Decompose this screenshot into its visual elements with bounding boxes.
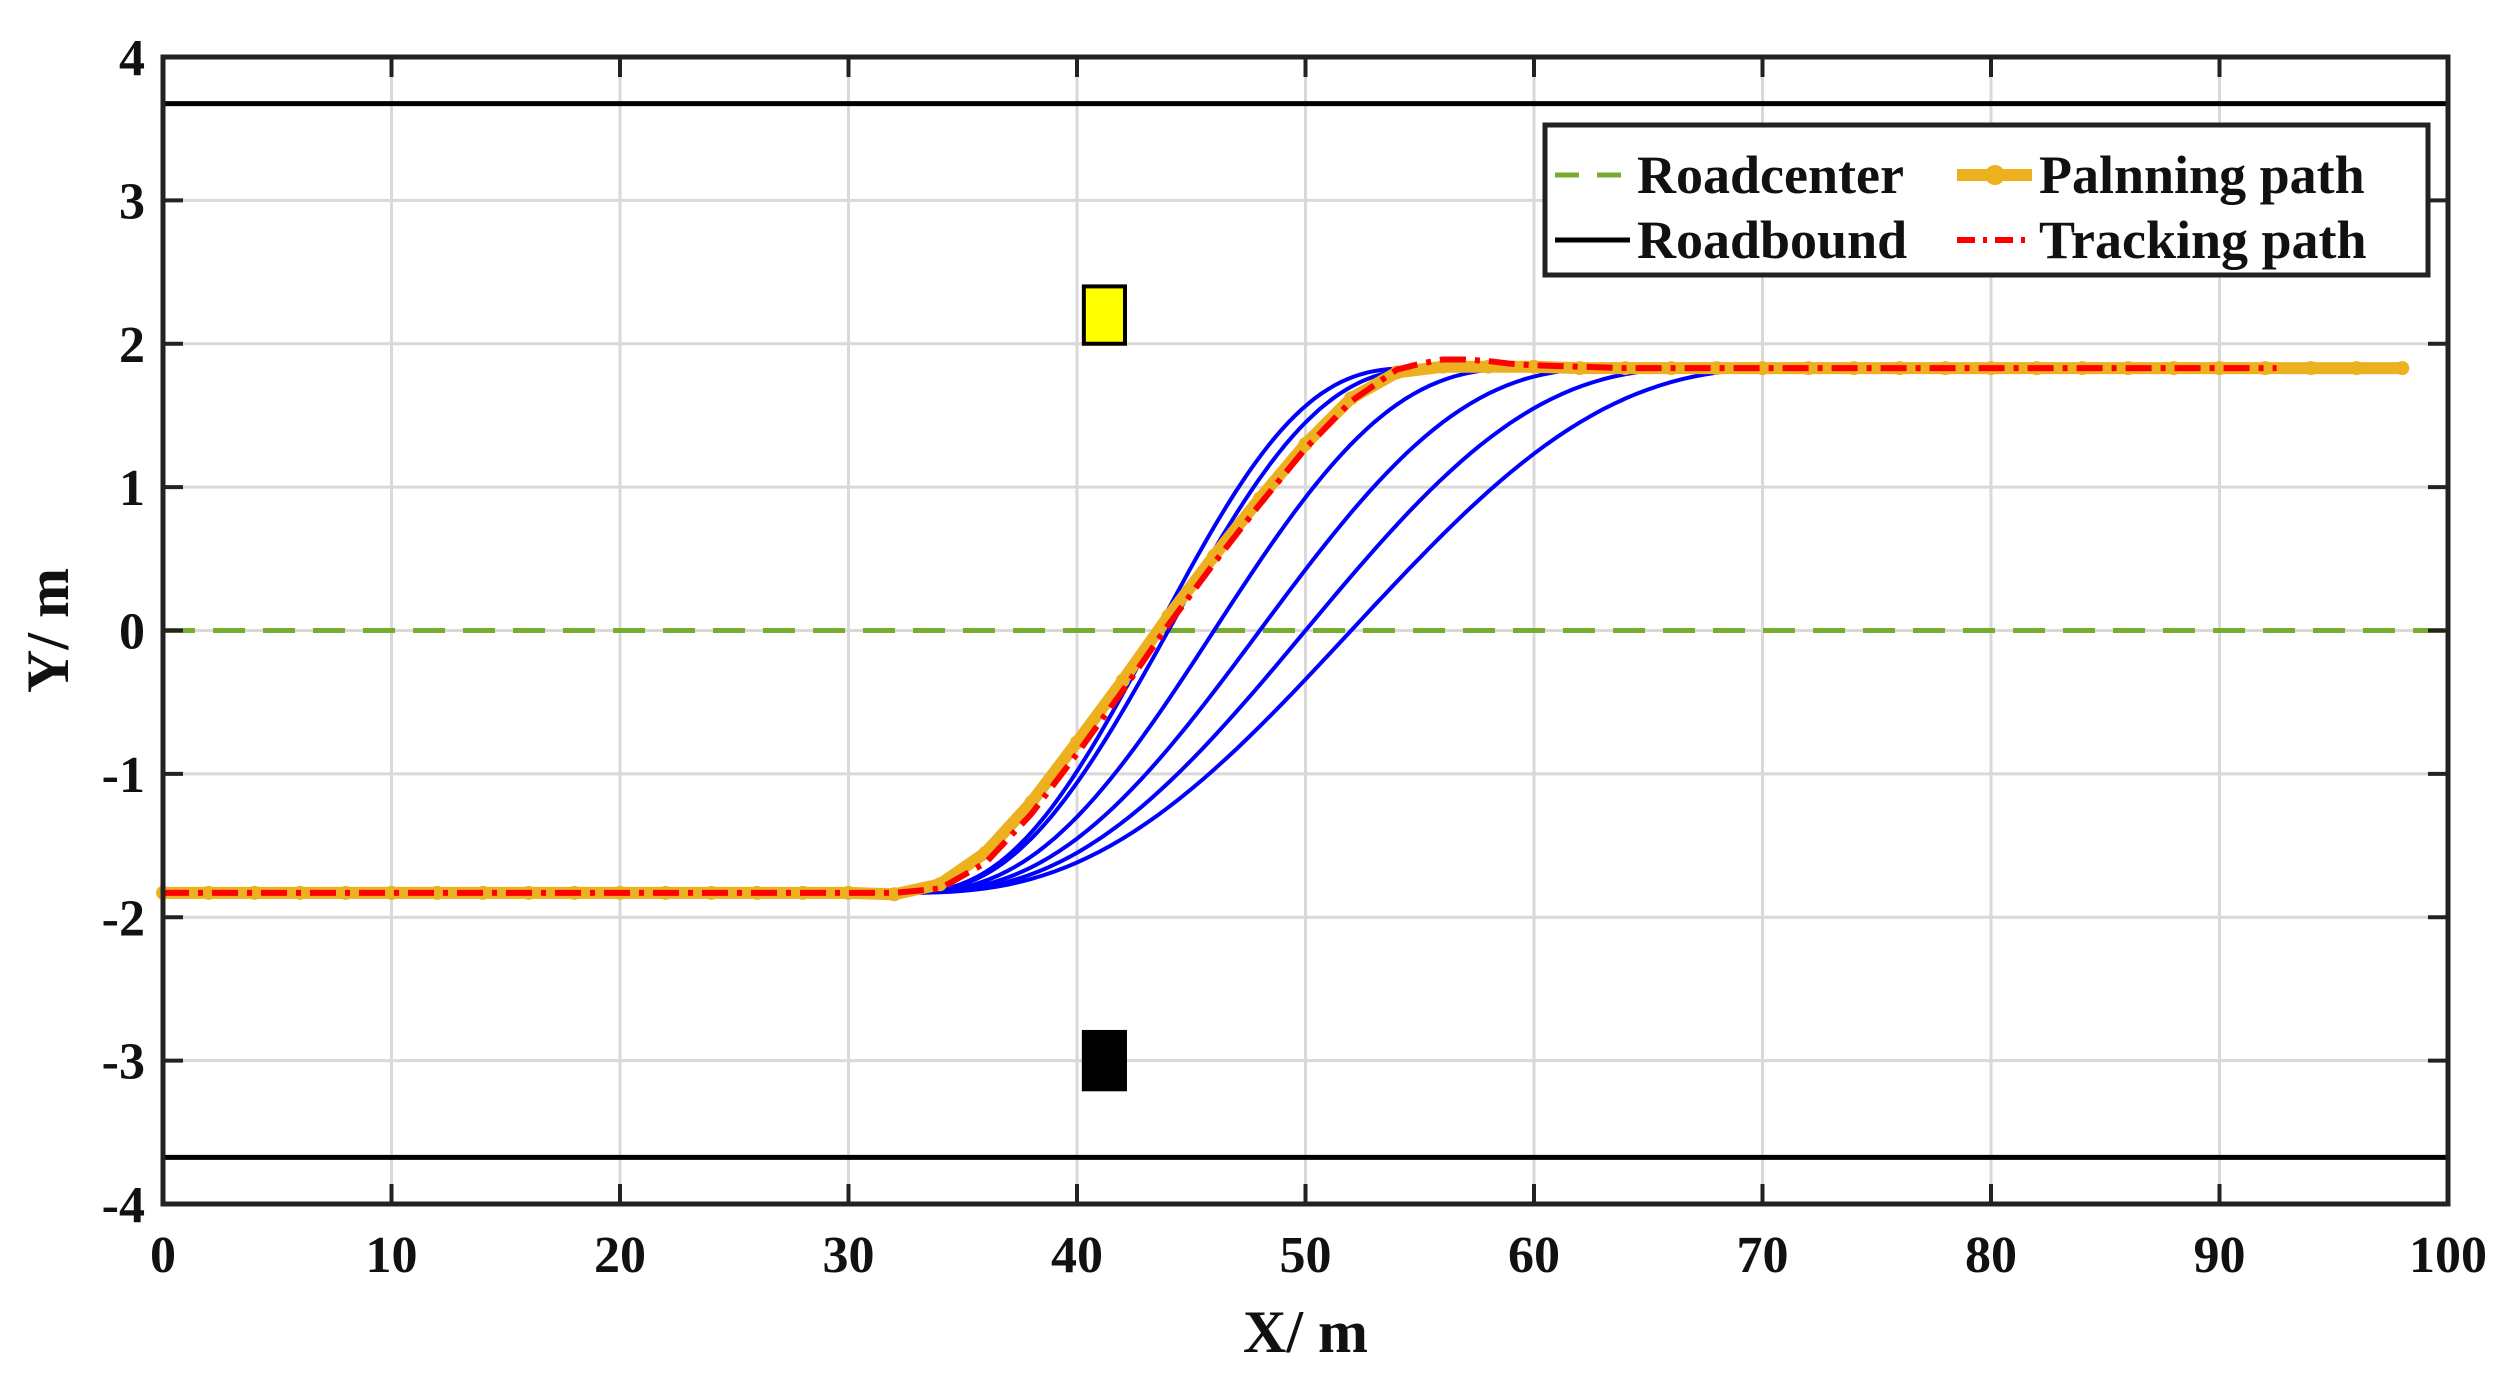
y-tick-label: 2 bbox=[119, 317, 145, 374]
y-tick-label: -3 bbox=[102, 1034, 145, 1091]
candidate-path bbox=[163, 366, 1809, 895]
y-tick-label: 3 bbox=[119, 173, 145, 230]
x-tick-label: 30 bbox=[823, 1227, 875, 1284]
planning-marker bbox=[1435, 359, 1450, 374]
planning-marker bbox=[201, 885, 216, 900]
x-tick-label: 50 bbox=[1280, 1227, 1332, 1284]
y-tick-label: 1 bbox=[119, 460, 145, 517]
y-tick-label: 0 bbox=[119, 604, 145, 661]
legend-roadbound-label: Roadbound bbox=[1637, 210, 1907, 270]
planning-marker bbox=[2303, 361, 2318, 376]
candidate-path bbox=[163, 366, 1443, 895]
planning-marker bbox=[1709, 361, 1724, 376]
candidate-path bbox=[163, 366, 1626, 895]
legend-planning-marker bbox=[1985, 165, 2005, 185]
candidate-path bbox=[163, 366, 1717, 895]
obstacles bbox=[1081, 284, 1127, 1092]
x-tick-label: 70 bbox=[1737, 1227, 1789, 1284]
x-tick-label: 80 bbox=[1965, 1227, 2017, 1284]
ticks: 0 10 20 30 40 50 60 70 80 90 100 -4 -3 -2 -1 0 1 2 3 4 bbox=[102, 30, 2487, 1284]
x-tick-label: 20 bbox=[594, 1227, 646, 1284]
legend-tracking-label: Tracking path bbox=[2039, 210, 2367, 270]
planning-marker bbox=[887, 887, 902, 902]
x-tick-label: 10 bbox=[366, 1227, 418, 1284]
planning-marker bbox=[2258, 361, 2273, 376]
planning-marker bbox=[384, 885, 399, 900]
y-axis-label: Y/ m bbox=[15, 568, 81, 693]
obstacle-black bbox=[1081, 1029, 1127, 1092]
x-tick-label: 0 bbox=[150, 1227, 176, 1284]
y-tick-label: 4 bbox=[119, 30, 145, 87]
y-tick-label: -4 bbox=[102, 1177, 145, 1234]
planning-marker bbox=[2395, 361, 2410, 376]
planning-marker bbox=[1755, 361, 1770, 376]
planning-marker bbox=[2212, 361, 2227, 376]
legend-planning-label: Palnning path bbox=[2039, 145, 2365, 205]
legend: Roadcenter Roadbound Palnning path Track… bbox=[1542, 122, 2431, 278]
x-tick-label: 90 bbox=[2194, 1227, 2246, 1284]
obstacle-yellow bbox=[1081, 284, 1127, 346]
planning-marker bbox=[2349, 361, 2364, 376]
tracking-path bbox=[163, 356, 2277, 896]
legend-box bbox=[1542, 122, 2431, 278]
candidate-path bbox=[163, 366, 1534, 895]
y-tick-label: -1 bbox=[102, 747, 145, 804]
plot-lines bbox=[156, 101, 2448, 1160]
x-tick-label: 100 bbox=[2409, 1227, 2487, 1284]
planning-marker bbox=[2166, 361, 2181, 376]
legend-roadcenter-label: Roadcenter bbox=[1637, 145, 1904, 205]
planning-marker bbox=[430, 885, 445, 900]
planning-marker bbox=[247, 885, 262, 900]
x-tick-label: 40 bbox=[1051, 1227, 1103, 1284]
planning-marker bbox=[841, 885, 856, 900]
y-tick-label: -2 bbox=[102, 890, 145, 947]
planning-marker bbox=[1527, 359, 1541, 374]
x-tick-label: 60 bbox=[1508, 1227, 1560, 1284]
x-axis-label: X/ m bbox=[1243, 1299, 1368, 1365]
planning-marker bbox=[1115, 673, 1130, 688]
